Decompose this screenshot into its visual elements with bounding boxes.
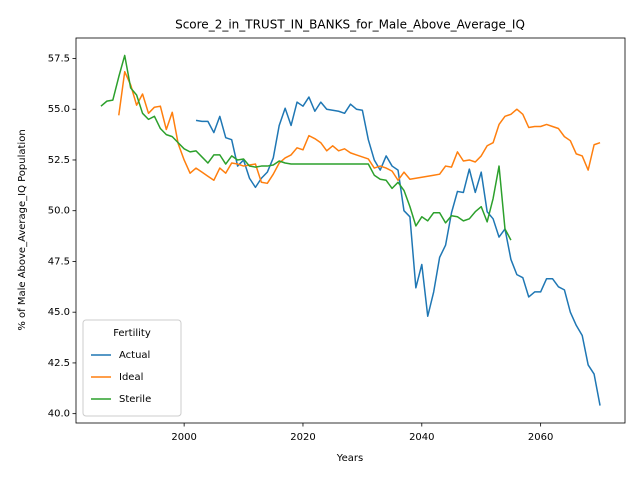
legend: Fertility Actual Ideal Sterile	[82, 319, 182, 417]
x-tick-label: 2040	[409, 432, 434, 443]
legend-title: Fertility	[113, 328, 151, 339]
y-tick-label: 40.0	[48, 409, 70, 420]
y-tick-label: 57.5	[48, 53, 70, 64]
y-tick-label: 52.5	[48, 155, 70, 166]
y-tick-label: 47.5	[48, 256, 70, 267]
chart-title: Score_2_in_TRUST_IN_BANKS_for_Male_Above…	[175, 18, 525, 32]
series-line	[100, 54, 512, 241]
x-axis-label: Years	[336, 453, 363, 464]
x-tick-label: 2060	[528, 432, 553, 443]
y-tick-label: 50.0	[48, 206, 70, 217]
y-tick-label: 45.0	[48, 307, 70, 318]
y-tick-label: 55.0	[48, 104, 70, 115]
plot-frame	[75, 37, 626, 424]
series-line	[118, 70, 601, 185]
x-tick-label: 2020	[290, 432, 315, 443]
y-axis-label: % of Male Above_Average_IQ Population	[17, 129, 28, 330]
legend-label: Sterile	[119, 394, 151, 405]
legend-label: Ideal	[119, 372, 143, 383]
x-tick-label: 2000	[171, 432, 196, 443]
legend-label: Actual	[119, 350, 150, 361]
y-tick-label: 42.5	[48, 358, 70, 369]
series-line	[195, 96, 601, 406]
legend-box	[82, 319, 182, 417]
